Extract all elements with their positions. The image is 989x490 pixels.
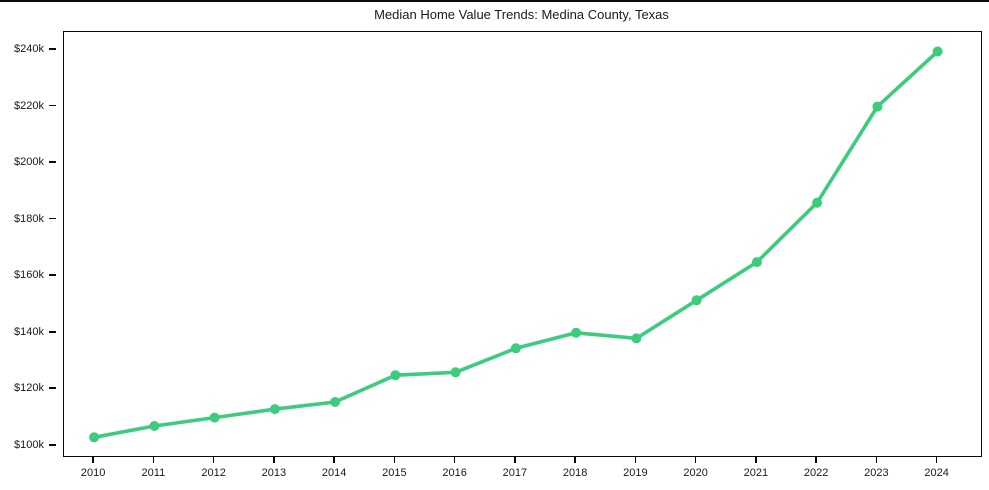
data-point-marker (450, 367, 461, 378)
y-tick-label: $120k (14, 382, 44, 395)
y-tick-label: $160k (14, 269, 44, 282)
y-tick-mark (49, 444, 56, 446)
x-tick-mark (453, 456, 456, 463)
x-tick-mark (875, 456, 878, 463)
data-point-marker (390, 370, 401, 381)
x-tick-label: 2015 (382, 467, 407, 479)
data-point-marker (269, 404, 280, 415)
data-point-marker (571, 327, 582, 338)
x-tick-mark (514, 456, 516, 463)
x-tick-label: 2023 (864, 467, 889, 479)
x-tick-mark (152, 456, 155, 463)
data-point-marker (209, 412, 220, 423)
x-tick-label: 2010 (80, 467, 106, 479)
median-home-value-line (92, 49, 940, 440)
x-tick-mark (574, 456, 576, 463)
x-tick-mark (755, 456, 757, 463)
x-tick-mark (634, 456, 637, 463)
data-point-marker (149, 421, 160, 431)
x-tick-mark (212, 456, 215, 463)
x-tick-label: 2013 (261, 467, 287, 479)
line-series-svg (89, 46, 943, 443)
data-point-marker (812, 197, 823, 208)
y-tick-mark (49, 274, 56, 277)
plot-area (63, 31, 982, 457)
x-tick-label: 2011 (141, 467, 166, 479)
x-tick-label: 2012 (201, 467, 226, 479)
window-top-edge-line (0, 0, 989, 2)
data-point-marker (330, 397, 341, 407)
chart-title: Median Home Value Trends: Medina County,… (374, 7, 669, 22)
x-tick-label: 2024 (924, 467, 949, 479)
y-tick-mark (49, 104, 56, 107)
y-tick-mark (49, 48, 56, 50)
data-point-marker (872, 101, 883, 112)
x-tick-label: 2022 (803, 467, 829, 479)
x-tick-mark (393, 456, 396, 463)
data-point-marker (89, 432, 100, 443)
y-tick-label: $100k (14, 438, 44, 451)
y-tick-label: $220k (14, 99, 44, 112)
x-tick-label: 2018 (562, 467, 588, 479)
x-tick-label: 2017 (502, 467, 528, 479)
y-tick-label: $200k (14, 156, 44, 169)
data-point-marker (751, 257, 762, 268)
x-tick-mark (333, 456, 335, 463)
x-tick-label: 2020 (683, 467, 708, 479)
data-point-marker (631, 333, 642, 344)
y-tick-mark (49, 330, 56, 333)
x-tick-label: 2019 (623, 467, 648, 479)
y-tick-mark (49, 161, 56, 163)
y-tick-mark (49, 387, 56, 390)
x-tick-label: 2021 (743, 467, 769, 479)
data-point-marker (691, 295, 702, 306)
x-tick-label: 2016 (442, 467, 467, 479)
y-tick-mark (49, 217, 56, 220)
y-tick-label: $180k (14, 212, 44, 225)
y-tick-label: $240k (14, 43, 44, 56)
x-tick-mark (273, 456, 275, 463)
data-point-marker (510, 343, 521, 354)
x-tick-mark (694, 456, 697, 463)
data-point-marker (932, 46, 943, 57)
y-tick-label: $140k (14, 325, 44, 338)
x-tick-mark (935, 456, 938, 463)
x-tick-mark (92, 456, 94, 463)
x-tick-mark (815, 456, 817, 463)
x-tick-label: 2014 (321, 467, 347, 479)
